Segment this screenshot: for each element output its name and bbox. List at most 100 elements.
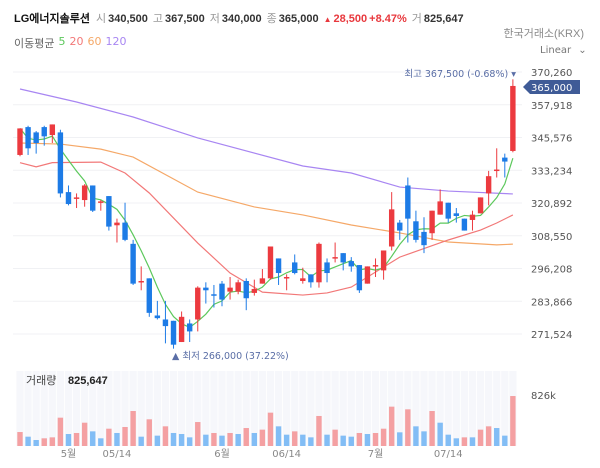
- volume-column-bg: [194, 371, 202, 446]
- candle: [364, 266, 371, 284]
- candle: [138, 266, 144, 291]
- x-tick-label: 5월: [61, 448, 77, 460]
- volume-column-bg: [48, 371, 56, 446]
- candle: [178, 311, 185, 343]
- volume-bar: [445, 434, 451, 446]
- volume-column-bg: [186, 371, 194, 446]
- volume-column-bg: [210, 371, 218, 446]
- candle-body: [405, 185, 411, 219]
- volume-column-bg: [420, 371, 428, 446]
- up-arrow-icon: ▲: [323, 15, 332, 24]
- moving-average-legend[interactable]: 이동평균 5 20 60 120: [14, 35, 126, 51]
- volume-column-bg: [218, 371, 226, 446]
- volume-bar: [227, 432, 233, 446]
- candle: [114, 218, 120, 243]
- volume-bar: [219, 435, 225, 446]
- candle: [300, 267, 306, 284]
- x-tick-label: 05/14: [103, 449, 132, 460]
- volume-column-bg: [121, 371, 129, 446]
- candle-body: [308, 274, 314, 283]
- candle-body: [114, 222, 120, 226]
- volume-column-bg: [291, 371, 299, 446]
- volume-column-bg: [323, 371, 331, 446]
- volume-bar: [65, 434, 72, 446]
- candle-body: [267, 246, 274, 279]
- volume-bar: [380, 428, 387, 446]
- candle: [154, 300, 161, 320]
- candle: [33, 131, 39, 154]
- volume-column-bg: [137, 371, 145, 446]
- volume-bar: [292, 431, 298, 446]
- x-tick-label: 7월: [368, 448, 384, 460]
- candle-body: [195, 287, 201, 320]
- candle-body: [324, 262, 330, 274]
- candle-body: [227, 287, 233, 292]
- volume-column-bg: [315, 371, 323, 446]
- volume-bar: [41, 438, 47, 446]
- volume-column-bg: [452, 371, 460, 446]
- candle-body: [437, 201, 443, 215]
- candle: [283, 274, 290, 291]
- volume-axis-tick: 826k: [531, 391, 556, 402]
- high-label: 고: [152, 13, 164, 25]
- volume-bar: [364, 434, 371, 446]
- volume-column-bg: [331, 371, 339, 446]
- candle-body: [413, 221, 419, 240]
- candle-body: [292, 262, 298, 274]
- candle: [461, 218, 468, 231]
- ma-5: 5: [58, 35, 66, 48]
- volume-bar: [477, 429, 484, 446]
- candle-body: [106, 196, 112, 227]
- volume-bar: [203, 434, 209, 446]
- candle: [469, 210, 476, 231]
- candle: [332, 242, 338, 263]
- candle: [445, 202, 451, 223]
- volume-bar: [429, 411, 435, 446]
- candle: [17, 128, 23, 157]
- volume-column-bg: [242, 371, 250, 446]
- candle: [219, 280, 225, 307]
- volume-column-bg: [24, 371, 32, 446]
- volume-bar: [510, 396, 516, 446]
- low-annotation: ▲ 최저 266,000 (37.22%): [172, 351, 289, 362]
- volume-column-bg: [436, 371, 444, 446]
- volume-bar: [388, 406, 395, 446]
- y-tick-label: 308,550: [531, 232, 572, 243]
- volume-column-bg: [493, 371, 501, 446]
- candle-body: [170, 320, 177, 345]
- volume-bar: [397, 432, 403, 446]
- high-annotation: 최고 367,500 (-0.68%) ▾: [404, 69, 516, 80]
- volume-column-bg: [64, 371, 73, 446]
- volume-column-bg: [161, 371, 170, 446]
- open-value: 340,500: [108, 13, 148, 25]
- volume-bar: [49, 437, 56, 446]
- volume-bar: [25, 436, 31, 446]
- candle: [340, 253, 346, 271]
- volume-bar: [469, 437, 476, 446]
- volume-column-bg: [468, 371, 477, 446]
- volume-column-bg: [371, 371, 380, 446]
- candle-body: [259, 278, 266, 284]
- candle: [275, 258, 282, 285]
- candle: [324, 258, 330, 283]
- volume-column-bg: [444, 371, 452, 446]
- volume-column-bg: [97, 371, 105, 446]
- candle-body: [340, 253, 346, 263]
- change-value: 28,500: [333, 13, 368, 25]
- volume-bar: [356, 432, 363, 446]
- volume-column-bg: [428, 371, 436, 446]
- candle: [25, 125, 31, 155]
- volume-bar: [90, 431, 96, 446]
- volume-column-bg: [412, 371, 420, 446]
- volume-column-bg: [178, 371, 186, 446]
- volume-bar: [98, 438, 104, 446]
- scale-selector[interactable]: Linear ⌄: [540, 45, 587, 56]
- candle-body: [33, 132, 39, 144]
- volume-bar: [154, 435, 161, 446]
- candle: [485, 170, 492, 206]
- candle-body: [130, 243, 136, 284]
- volume-column-bg: [355, 371, 363, 446]
- low-label: 저: [209, 13, 220, 25]
- volume-bar: [308, 437, 314, 446]
